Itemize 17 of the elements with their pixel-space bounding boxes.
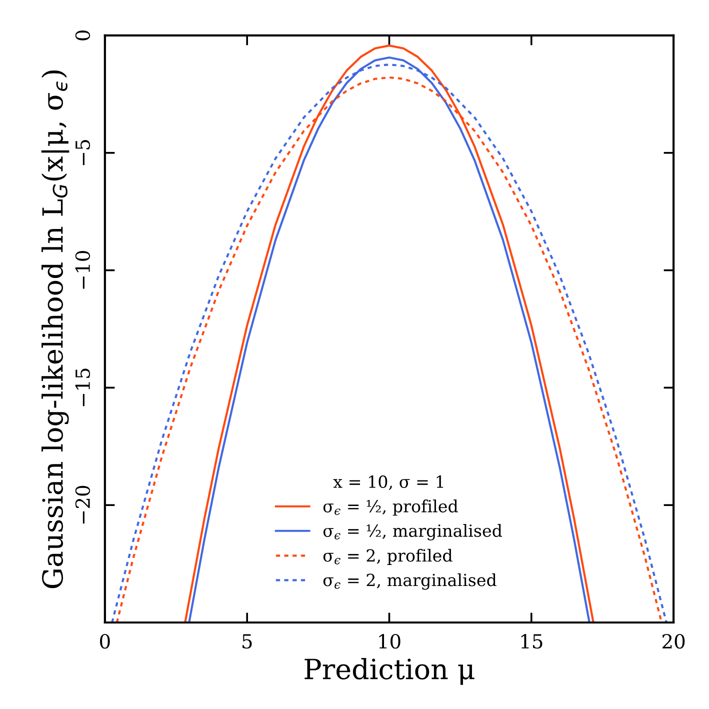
x-tick-label: 20 (662, 634, 685, 649)
x-tick-label: 15 (521, 634, 542, 649)
x-axis-title: Prediction μ (304, 658, 474, 685)
x-tick-label: 10 (379, 634, 400, 649)
legend-label: σ$_{ϵ}$ = ½, profiled (323, 500, 458, 516)
x-tick-label: 5 (242, 634, 252, 649)
y-tick-label: 0 (75, 30, 90, 40)
legend-title: x = 10, σ = 1 (333, 475, 444, 490)
legend-label: σ$_{ϵ}$ = 2, marginalised (323, 573, 496, 590)
y-tick-label: −20 (75, 486, 90, 524)
y-tick-label: −5 (76, 140, 90, 166)
x-tick-label: 0 (100, 634, 110, 649)
y-axis-title: Gaussian log-likelihood ln L$_{G}$(x|μ, σ$_{ϵ}$) (41, 70, 70, 588)
legend-label: σ$_{ϵ}$ = 2, profiled (323, 548, 452, 566)
legend-label: σ$_{ϵ}$ = ½, marginalised (323, 524, 502, 540)
y-tick-label: −15 (75, 368, 90, 406)
y-tick-label: −10 (75, 251, 90, 289)
